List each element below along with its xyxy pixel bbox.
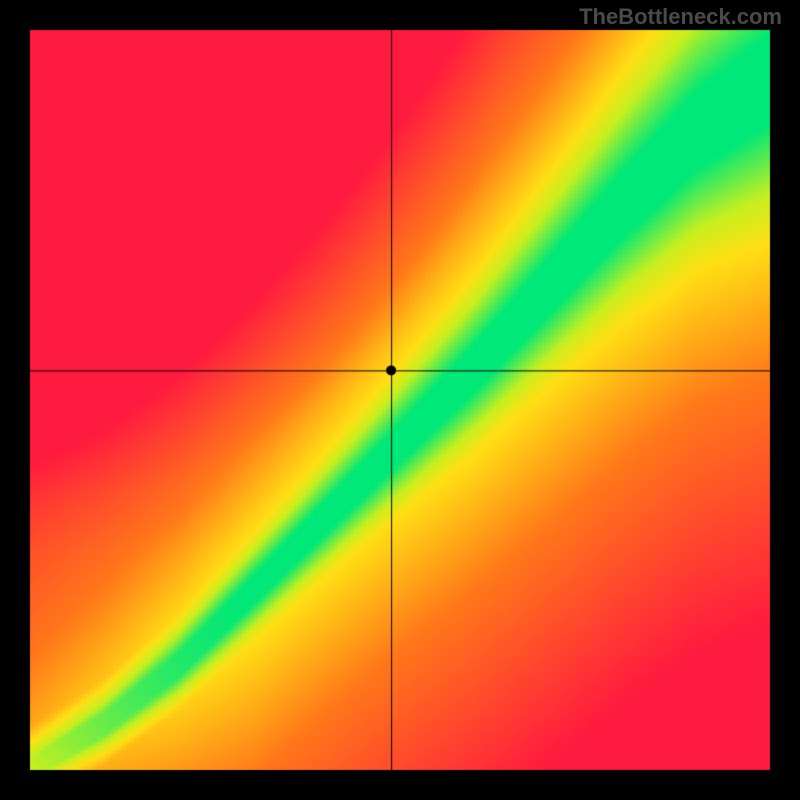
watermark-text: TheBottleneck.com — [579, 4, 782, 30]
chart-container: TheBottleneck.com — [0, 0, 800, 800]
heatmap-canvas — [0, 0, 800, 800]
